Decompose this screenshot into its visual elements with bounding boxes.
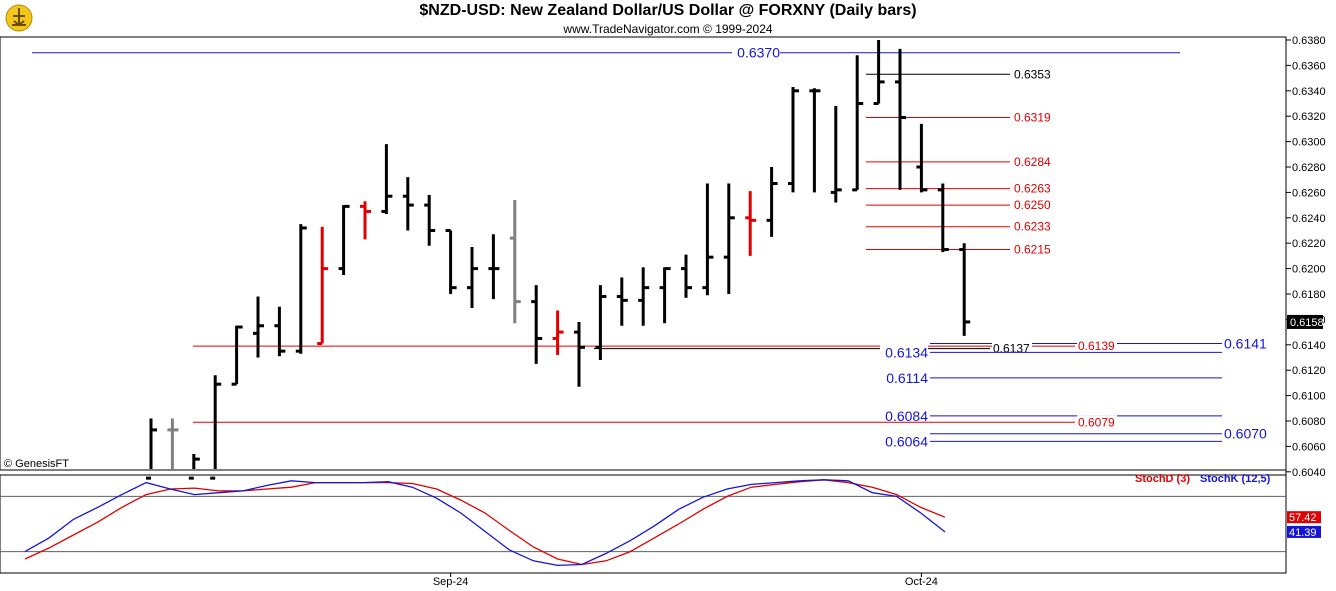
level-label-bg (1013, 198, 1053, 212)
level-label-bg (1013, 181, 1053, 195)
y-tick-label: 0.6060 (1292, 441, 1326, 453)
level-label: 0.6137 (993, 342, 1030, 356)
y-tick-label: 0.6320 (1292, 111, 1326, 123)
level-label: 0.6284 (1014, 155, 1051, 169)
level-label: 0.6370 (737, 45, 780, 61)
y-tick-label: 0.6240 (1292, 213, 1326, 225)
level-label-bg (1077, 415, 1117, 429)
chart-subtitle: www.TradeNavigator.com © 1999-2024 (563, 22, 773, 36)
y-tick-label: 0.6280 (1292, 162, 1326, 174)
y-tick-label: 0.6300 (1292, 137, 1326, 149)
level-label-bg (880, 369, 928, 385)
level-label-bg (880, 407, 928, 423)
y-tick-label: 0.6360 (1292, 60, 1326, 72)
level-label: 0.6319 (1014, 110, 1051, 124)
y-tick-label: 0.6340 (1292, 86, 1326, 98)
price-panel-frame (0, 36, 1287, 471)
level-label-bg (880, 344, 928, 360)
y-tick-label: 0.6180 (1292, 289, 1326, 301)
level-label: 0.6079 (1078, 415, 1115, 429)
y-tick-label: 0.6080 (1292, 416, 1326, 428)
level-label: 0.6070 (1224, 426, 1267, 442)
chart-title: $NZD-USD: New Zealand Dollar/US Dollar @… (419, 2, 917, 19)
level-label-bg (1223, 425, 1271, 441)
level-label: 0.6263 (1014, 182, 1051, 196)
stochd-line (24, 479, 946, 566)
y-tick-label: 0.6040 (1292, 467, 1326, 479)
level-label: 0.6084 (885, 408, 928, 424)
last-price-badge (1287, 314, 1323, 329)
level-label-bg (1013, 242, 1053, 256)
y-tick-label: 0.6220 (1292, 238, 1326, 250)
level-label-bg (1013, 219, 1053, 233)
level-label-bg (992, 341, 1032, 355)
level-label-bg (880, 433, 928, 449)
legend-stochd: StochD (3) (1135, 473, 1190, 485)
oscillator-value-label: 41.39 (1289, 527, 1317, 539)
level-label: 0.6141 (1224, 336, 1267, 352)
stochk-line (24, 479, 946, 567)
oscillator-value-label: 57.42 (1289, 512, 1317, 524)
level-label: 0.6114 (886, 370, 928, 386)
x-tick-label: Sep-24 (433, 576, 468, 588)
y-tick-label: 0.6140 (1292, 340, 1326, 352)
level-label: 0.6215 (1014, 243, 1051, 257)
y-tick-label: 0.6120 (1292, 365, 1326, 377)
last-price-label: 0.6158 (1290, 317, 1324, 329)
oscillator-value-badge (1287, 525, 1321, 538)
level-label-bg (1013, 154, 1053, 168)
level-label: 0.6233 (1014, 220, 1051, 234)
level-label: 0.6250 (1014, 198, 1051, 212)
level-label-bg (1223, 335, 1271, 351)
level-label-bg (732, 44, 780, 60)
y-tick-label: 0.6380 (1292, 35, 1326, 47)
level-label: 0.6139 (1078, 339, 1115, 353)
legend-stochk: StochK (12,5) (1200, 473, 1271, 485)
oscillator-panel-frame (0, 474, 1287, 574)
y-tick-label: 0.6100 (1292, 391, 1326, 403)
level-label-bg (1013, 110, 1053, 124)
level-label: 0.6134 (885, 344, 928, 360)
level-label-bg (1077, 339, 1117, 353)
trade-navigator-logo-icon (5, 4, 33, 32)
y-tick-label: 0.6200 (1292, 264, 1326, 276)
level-label: 0.6064 (885, 433, 928, 449)
data-credit: © GenesisFT (4, 458, 69, 470)
oscillator-value-badge (1287, 511, 1321, 524)
x-tick-label: Oct-24 (905, 576, 938, 588)
level-label-bg (1013, 67, 1053, 81)
level-label: 0.6353 (1014, 67, 1051, 81)
y-tick-label: 0.6260 (1292, 187, 1326, 199)
